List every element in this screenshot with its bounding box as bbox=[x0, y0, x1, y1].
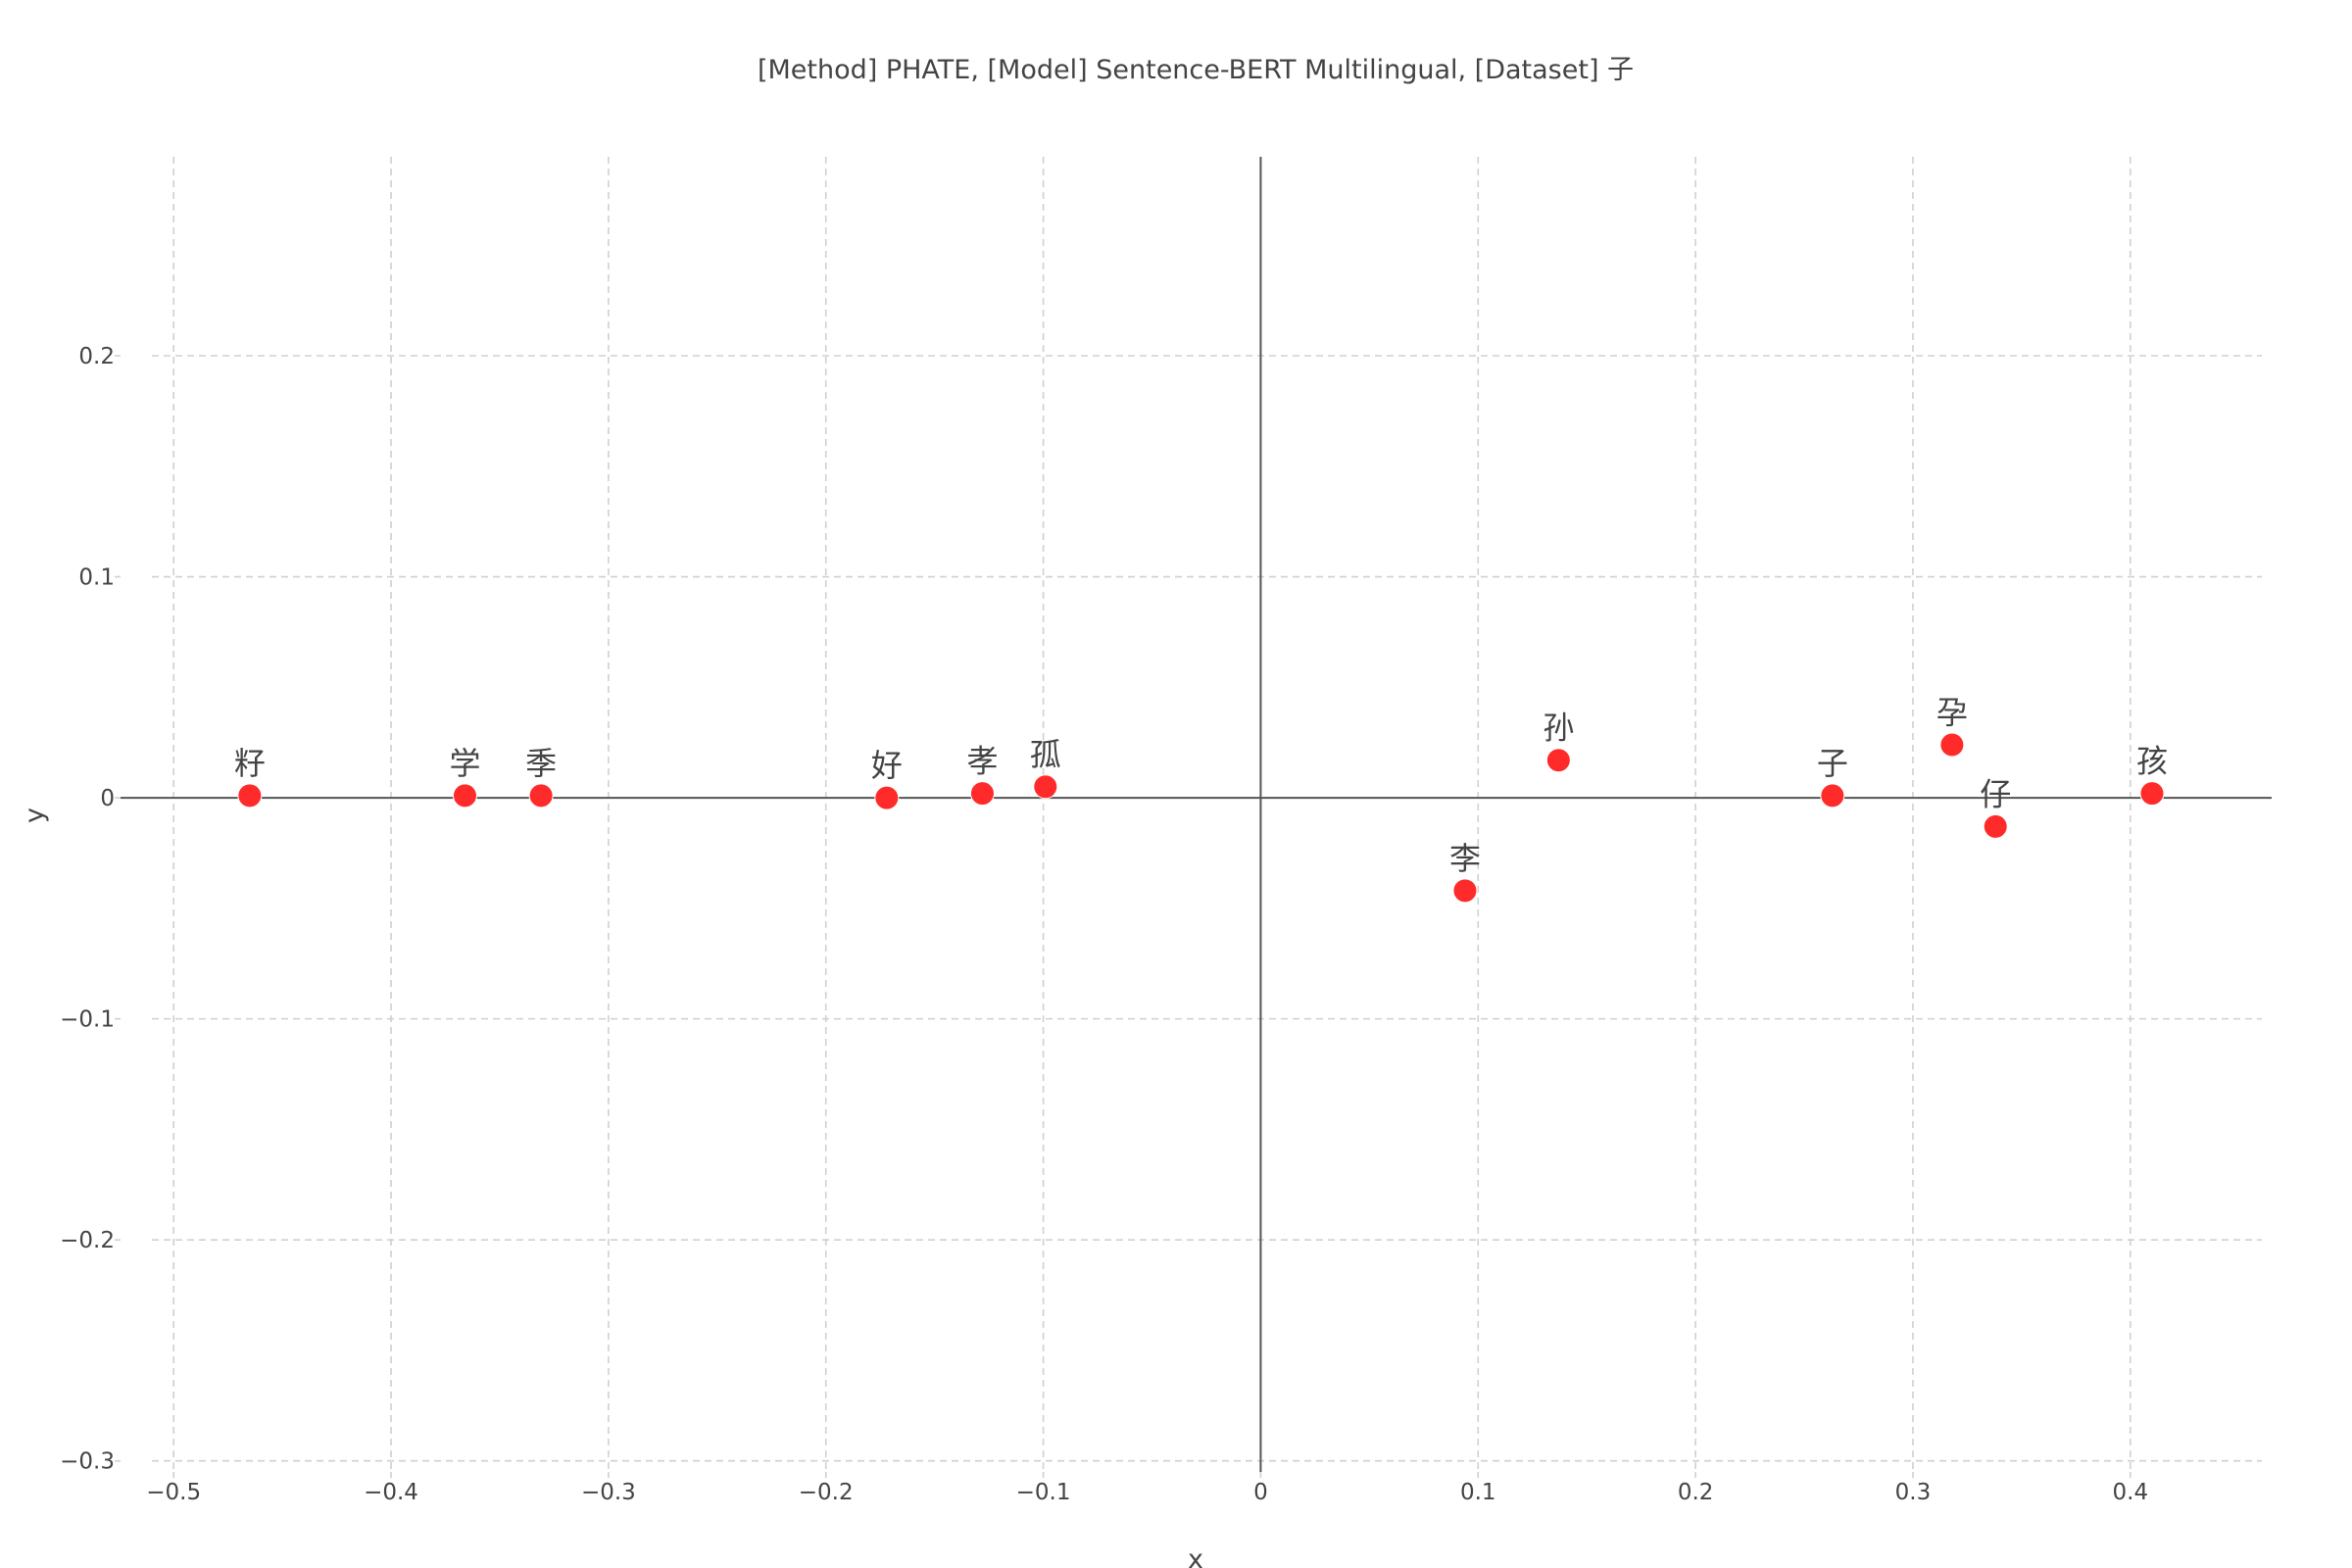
point-label: 季 bbox=[525, 745, 557, 782]
point-label: 籽 bbox=[234, 745, 266, 782]
data-point bbox=[237, 783, 263, 808]
point-label: 仔 bbox=[1980, 775, 2011, 812]
point-label: 子 bbox=[1817, 745, 1848, 782]
x-tick-label: −0.3 bbox=[581, 1480, 636, 1505]
data-point bbox=[1820, 783, 1845, 808]
x-axis-label: x bbox=[1188, 1544, 1203, 1568]
data-point bbox=[1545, 748, 1571, 773]
data-point bbox=[1033, 774, 1058, 800]
x-tick-label: 0.2 bbox=[1678, 1480, 1714, 1505]
zero-lines bbox=[121, 157, 2272, 1472]
point-label: 学 bbox=[449, 745, 480, 782]
x-tick-label: 0 bbox=[1253, 1480, 1268, 1505]
y-tick-label: 0.2 bbox=[78, 344, 115, 369]
x-tick-label: 0.4 bbox=[2113, 1480, 2149, 1505]
x-tick-label: −0.4 bbox=[364, 1480, 418, 1505]
y-tick-label: −0.3 bbox=[60, 1449, 115, 1475]
tick-labels: −0.5 −0.4 −0.3 −0.2 −0.1 0 0.1 0.2 0.3 0.4 0.2 0.1 0… bbox=[60, 344, 2148, 1505]
point-label: 李 bbox=[1449, 840, 1481, 877]
y-tick-label: 0 bbox=[100, 786, 115, 811]
data-point bbox=[969, 781, 995, 807]
x-tick-label: −0.2 bbox=[799, 1480, 854, 1505]
data-points bbox=[237, 732, 2165, 904]
grid-lines bbox=[152, 157, 2262, 1472]
x-tick-label: 0.3 bbox=[1895, 1480, 1932, 1505]
y-tick-label: 0.1 bbox=[78, 565, 115, 591]
y-tick-label: −0.2 bbox=[60, 1228, 115, 1253]
data-point bbox=[528, 783, 554, 808]
y-tick-label: −0.1 bbox=[60, 1007, 115, 1033]
point-label: 孙 bbox=[1543, 710, 1574, 747]
point-label: 孤 bbox=[1030, 736, 1061, 773]
x-tick-label: −0.5 bbox=[146, 1480, 201, 1505]
data-point bbox=[1983, 813, 2008, 839]
point-label: 好 bbox=[871, 747, 903, 784]
data-point bbox=[452, 783, 477, 808]
data-point bbox=[874, 785, 900, 810]
x-tick-label: 0.1 bbox=[1460, 1480, 1496, 1505]
point-label: 孩 bbox=[2136, 743, 2168, 780]
point-labels: 籽 学 季 好 孝孤李 孙子 孕仔 孩 bbox=[234, 694, 2168, 877]
point-label: 孝 bbox=[966, 743, 998, 780]
data-point bbox=[1939, 732, 1965, 758]
chart-title: [Method] PHATE, [Model] Sentence-BERT Mu… bbox=[758, 55, 1634, 85]
data-point bbox=[1452, 878, 1478, 904]
point-label: 孕 bbox=[1936, 694, 1968, 731]
y-axis-label: y bbox=[20, 808, 50, 823]
data-point bbox=[2139, 781, 2165, 807]
x-tick-label: −0.1 bbox=[1016, 1480, 1071, 1505]
